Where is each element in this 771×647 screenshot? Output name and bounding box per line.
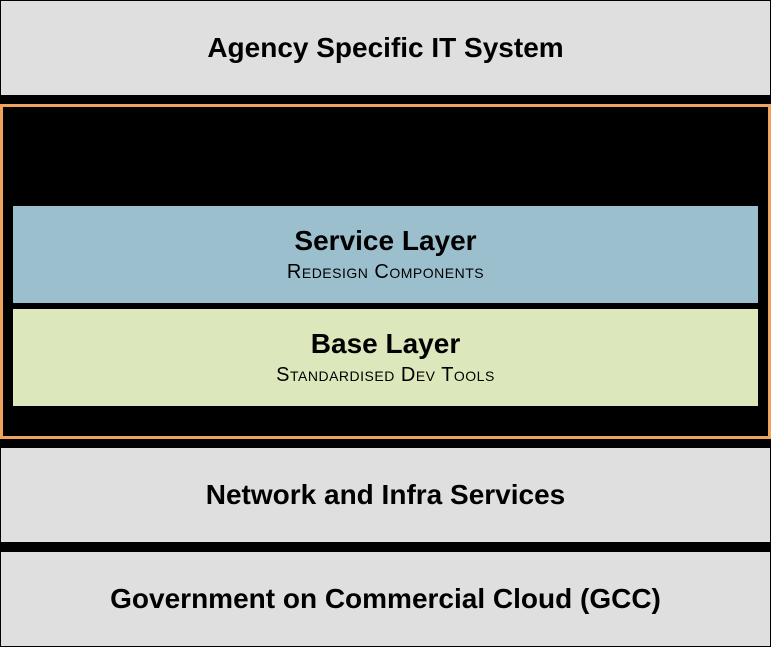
middle-container: Service Layer Redesign Components Base L…: [0, 104, 771, 439]
base-layer-block: Base Layer Standardised Dev Tools: [13, 309, 758, 406]
agency-block: Agency Specific IT System: [0, 0, 771, 96]
base-title: Base Layer: [311, 328, 460, 360]
service-title: Service Layer: [294, 225, 476, 257]
architecture-stack: Agency Specific IT System Service Layer …: [0, 0, 771, 647]
base-subtitle: Standardised Dev Tools: [276, 364, 495, 387]
service-layer-block: Service Layer Redesign Components: [13, 206, 758, 303]
service-subtitle: Redesign Components: [287, 261, 484, 284]
gcc-label: Government on Commercial Cloud (GCC): [110, 583, 661, 615]
middle-spacer: [13, 117, 758, 200]
gcc-block: Government on Commercial Cloud (GCC): [0, 551, 771, 647]
network-label: Network and Infra Services: [206, 479, 565, 511]
network-block: Network and Infra Services: [0, 447, 771, 543]
agency-label: Agency Specific IT System: [207, 32, 563, 64]
